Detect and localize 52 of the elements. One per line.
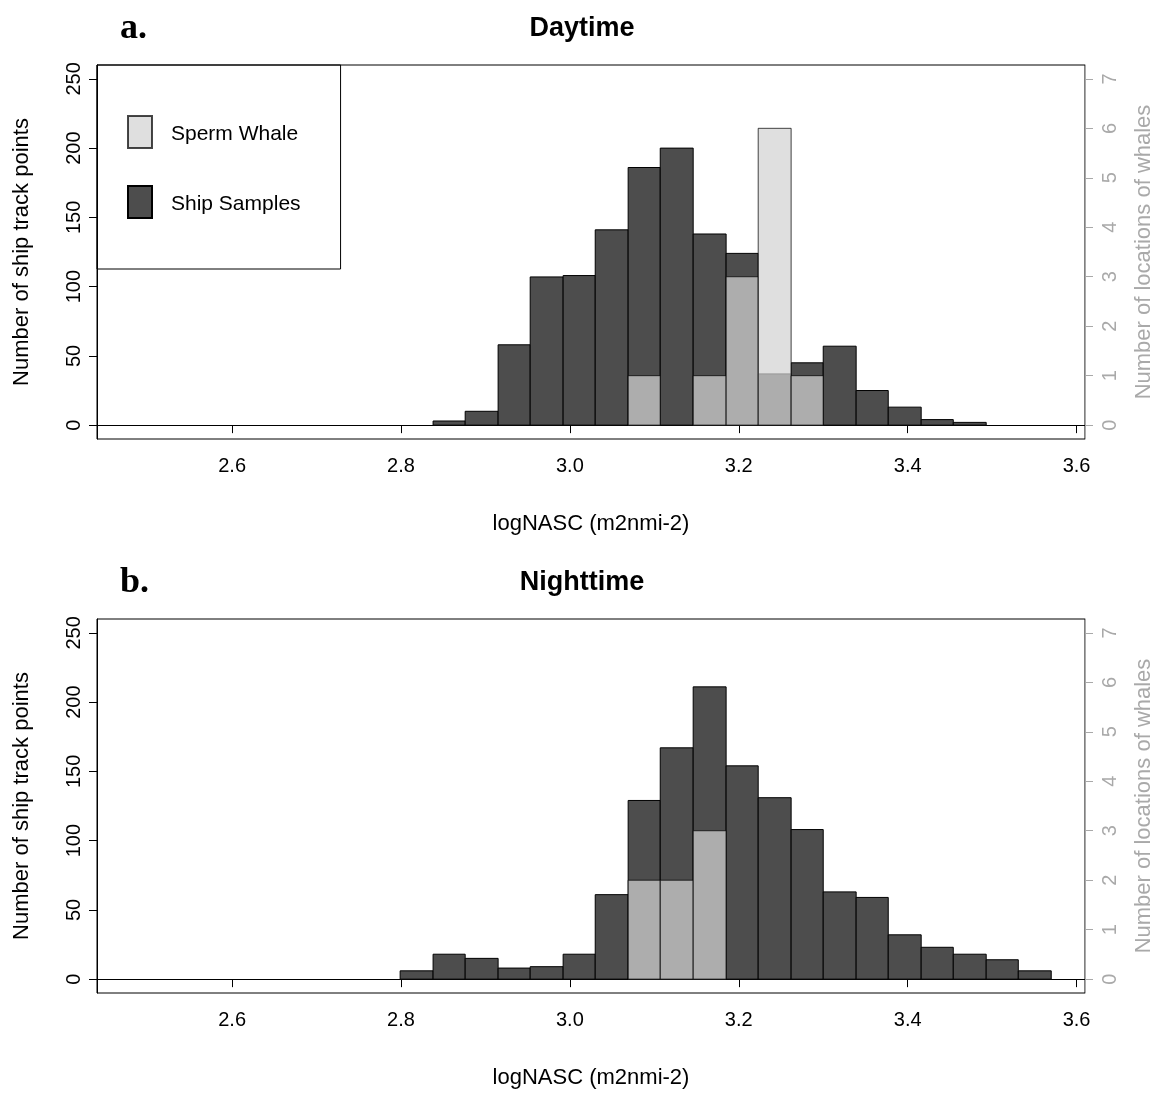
y-tick-label: 0	[62, 419, 84, 431]
y2-tick-label: 3	[1098, 271, 1120, 283]
y-tick-label: 100	[62, 823, 84, 858]
y2-tick-label: 6	[1098, 676, 1120, 688]
x-tick-label: 3.2	[724, 1008, 753, 1030]
x-tick-label: 2.6	[218, 1008, 247, 1030]
y2-tick-label: 2	[1098, 320, 1120, 332]
legend-label: Ship Samples	[171, 190, 301, 214]
y2-tick-label: 6	[1098, 122, 1120, 134]
x-tick-label: 3.0	[555, 1008, 584, 1030]
y2-tick-label: 0	[1098, 973, 1120, 985]
x-axis-title: logNASC (m2nmi-2)	[492, 509, 690, 535]
y2-axis-title: Number of locations of whales	[1129, 658, 1155, 954]
y-tick-label: 250	[62, 62, 84, 96]
y-tick-label: 50	[62, 344, 84, 368]
y2-tick-label: 1	[1098, 924, 1120, 936]
chart-title: Daytime	[529, 11, 635, 42]
y2-tick-label: 2	[1098, 874, 1120, 886]
x-tick-label: 3.4	[893, 454, 922, 476]
y-tick-label: 100	[62, 269, 84, 304]
chart-title: Nighttime	[519, 565, 645, 596]
x-tick-label: 3.4	[893, 1008, 922, 1030]
y2-tick-label: 4	[1098, 775, 1120, 787]
y2-tick-label: 3	[1098, 825, 1120, 837]
y-tick-label: 0	[62, 973, 84, 985]
y-axis-title: Number of ship track points	[7, 672, 33, 940]
y2-tick-label: 4	[1098, 221, 1120, 233]
y2-tick-label: 5	[1098, 172, 1120, 184]
y2-tick-label: 7	[1098, 627, 1120, 639]
x-tick-label: 3.2	[724, 454, 753, 476]
x-tick-label: 3.6	[1062, 454, 1091, 476]
y2-tick-label: 5	[1098, 726, 1120, 738]
text: b.	[120, 560, 150, 600]
x-tick-label: 2.6	[218, 454, 247, 476]
y-tick-label: 150	[62, 754, 84, 789]
y-tick-label: 200	[62, 131, 84, 165]
y-tick-label: 250	[62, 616, 84, 650]
legend-label: Sperm Whale	[171, 120, 299, 144]
x-axis-title: logNASC (m2nmi-2)	[492, 1063, 690, 1089]
y2-axis-title: Number of locations of whales	[1129, 104, 1155, 400]
x-tick-label: 3.0	[555, 454, 584, 476]
x-tick-label: 2.8	[387, 454, 415, 476]
y-tick-label: 50	[62, 898, 84, 922]
x-tick-label: 3.6	[1062, 1008, 1091, 1030]
y2-tick-label: 7	[1098, 73, 1120, 85]
y2-tick-label: 0	[1098, 419, 1120, 431]
y2-tick-label: 1	[1098, 370, 1120, 382]
text: a.	[120, 6, 147, 46]
y-axis-title: Number of ship track points	[7, 118, 33, 386]
x-tick-label: 2.8	[387, 1008, 415, 1030]
y-tick-label: 150	[62, 200, 84, 235]
y-tick-label: 200	[62, 685, 84, 719]
